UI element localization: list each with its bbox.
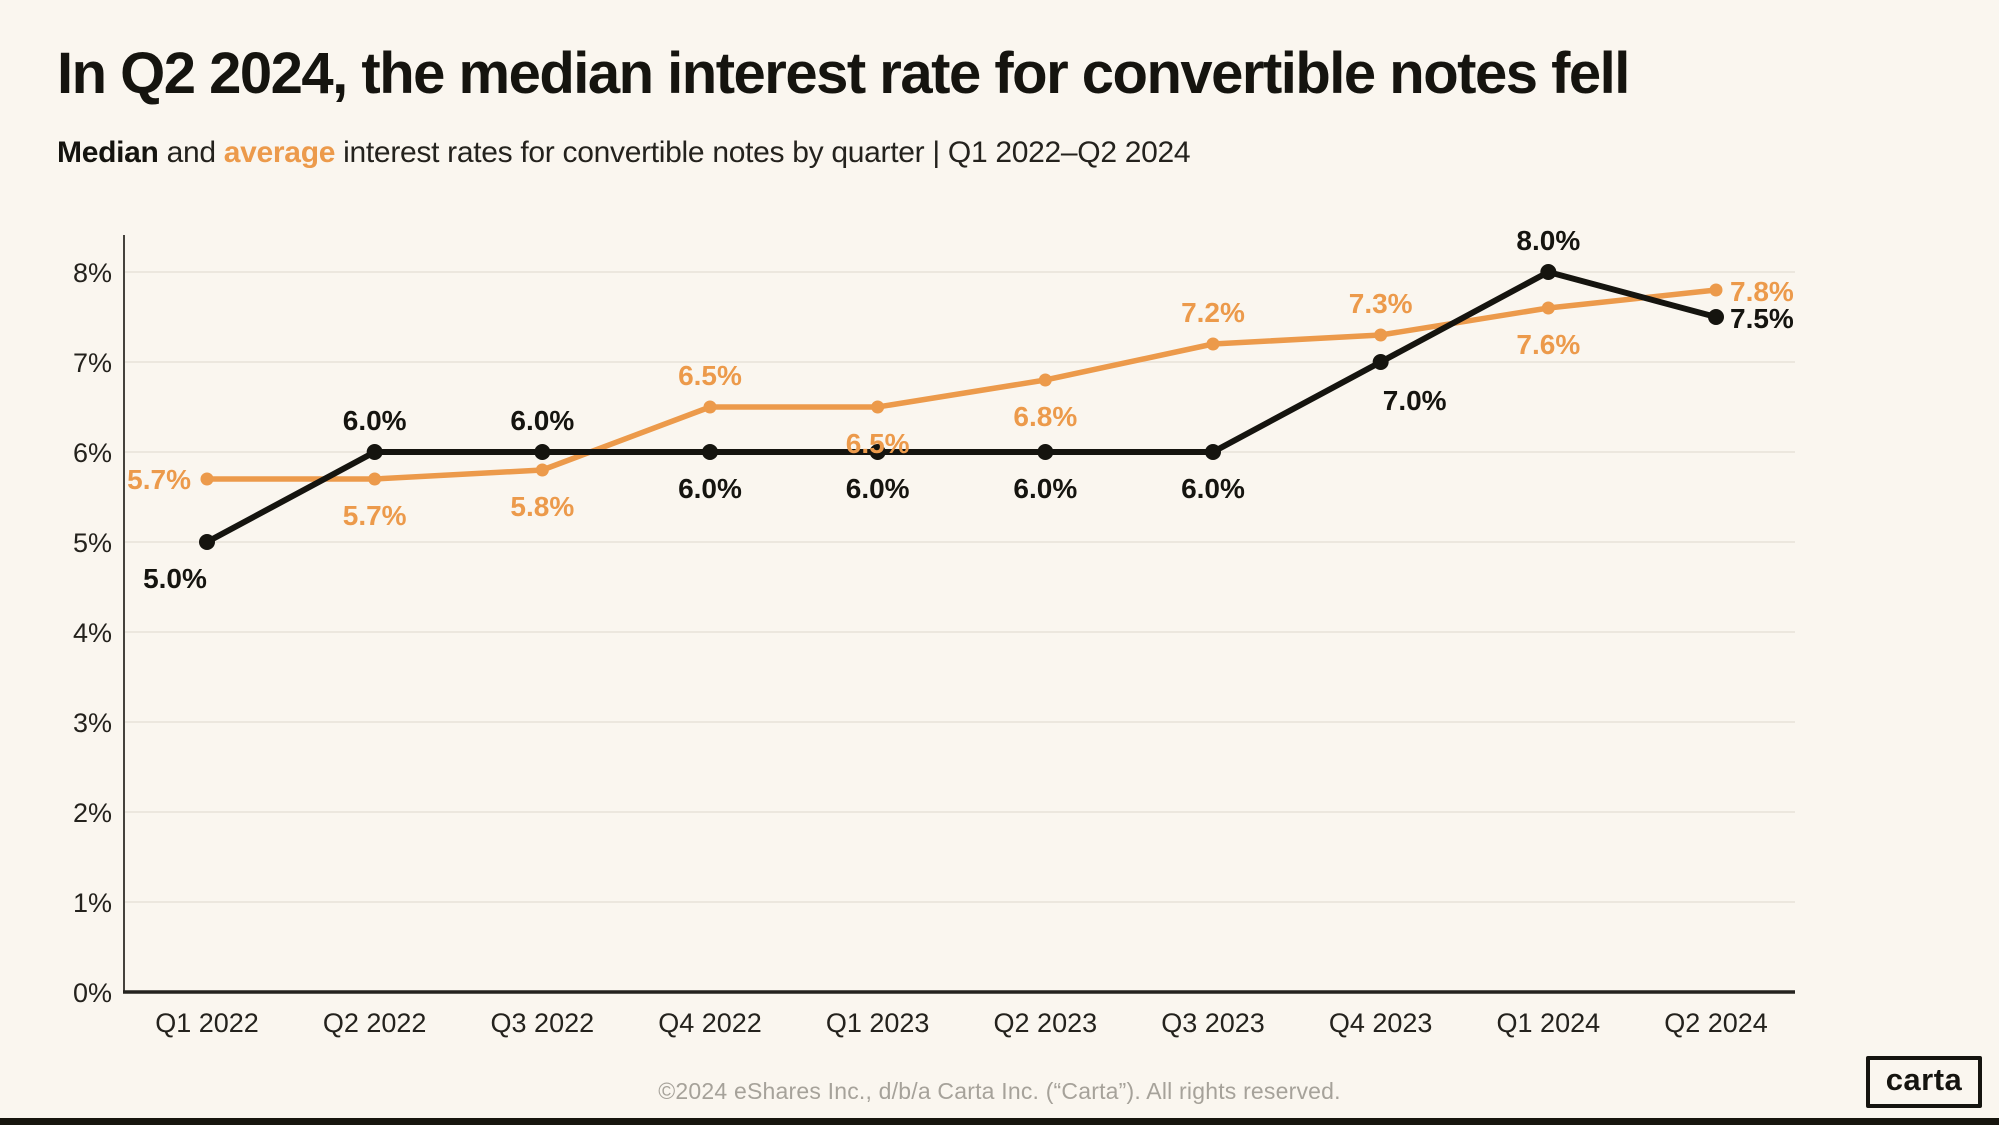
data-point-average [871, 400, 885, 414]
x-tick-label: Q2 2022 [323, 1008, 427, 1038]
data-point-median [869, 444, 886, 460]
data-label-average: 7.8% [1730, 276, 1794, 307]
data-label-median: 6.0% [343, 405, 407, 436]
data-label-average: 7.2% [1181, 297, 1245, 328]
subtitle-rest-text: interest rates for convertible notes by … [335, 136, 1191, 169]
data-label-average: 5.8% [510, 491, 574, 522]
chart-title: In Q2 2024, the median interest rate for… [57, 41, 1630, 106]
data-point-average [1541, 301, 1555, 315]
data-point-average [200, 472, 214, 486]
x-tick-label: Q3 2023 [1161, 1008, 1265, 1038]
y-tick-label: 5% [73, 528, 112, 558]
data-label-median: 6.0% [678, 473, 742, 504]
bottom-bar [0, 1118, 1999, 1125]
data-label-average: 5.7% [127, 464, 191, 495]
y-tick-label: 0% [73, 978, 112, 1008]
x-tick-label: Q2 2023 [994, 1008, 1098, 1038]
y-tick-label: 7% [73, 348, 112, 378]
data-label-median: 6.0% [1013, 473, 1077, 504]
data-label-median: 6.0% [1181, 473, 1245, 504]
y-tick-label: 3% [73, 708, 112, 738]
y-tick-label: 4% [73, 618, 112, 648]
data-point-median [1037, 444, 1054, 460]
data-point-median [702, 444, 718, 460]
subtitle-average-word: average [223, 136, 336, 169]
data-label-median: 7.5% [1730, 303, 1794, 334]
data-label-median: 7.0% [1383, 385, 1447, 416]
data-point-median [1708, 309, 1724, 325]
data-point-average [1038, 373, 1052, 387]
data-label-average: 7.6% [1516, 329, 1580, 360]
subtitle-mid-text: and [158, 136, 224, 169]
series-line-median [204, 269, 1719, 545]
y-tick-label: 6% [73, 438, 112, 468]
data-point-average [1374, 328, 1388, 342]
series-line-average [204, 287, 1719, 482]
data-label-average: 5.7% [343, 500, 407, 531]
x-tick-label: Q4 2022 [658, 1008, 762, 1038]
x-tick-label: Q1 2023 [826, 1008, 930, 1038]
data-label-median: 5.0% [143, 563, 207, 594]
data-label-average: 6.5% [678, 360, 742, 391]
data-point-average [535, 463, 549, 477]
x-tick-label: Q1 2022 [155, 1008, 259, 1038]
data-point-median [1372, 354, 1389, 370]
y-tick-label: 1% [73, 888, 112, 918]
x-tick-label: Q1 2024 [1497, 1008, 1601, 1038]
data-point-median [1205, 444, 1221, 460]
data-point-median [534, 444, 551, 460]
y-tick-label: 8% [73, 258, 112, 288]
data-point-average [1709, 283, 1723, 297]
chart-subtitle: Median and average interest rates for co… [57, 136, 1191, 170]
data-label-average: 7.3% [1349, 288, 1413, 319]
data-point-median [1540, 264, 1557, 280]
data-point-average [703, 400, 717, 414]
data-point-average [1206, 337, 1220, 351]
data-label-average: 6.8% [1013, 401, 1077, 432]
x-tick-label: Q4 2023 [1329, 1008, 1433, 1038]
data-label-median: 8.0% [1516, 225, 1580, 256]
data-point-average [368, 472, 382, 486]
data-label-median: 6.0% [846, 473, 910, 504]
x-tick-label: Q2 2024 [1664, 1008, 1768, 1038]
footer-copyright: ©2024 eShares Inc., d/b/a Carta Inc. (“C… [658, 1078, 1341, 1104]
data-label-average: 6.5% [846, 428, 910, 459]
carta-logo: carta [1866, 1056, 1982, 1108]
data-point-median [366, 444, 383, 460]
y-tick-label: 2% [73, 798, 112, 828]
x-tick-label: Q3 2022 [491, 1008, 595, 1038]
data-point-median [199, 534, 215, 550]
subtitle-median-word: Median [57, 136, 159, 169]
data-label-median: 6.0% [510, 405, 574, 436]
